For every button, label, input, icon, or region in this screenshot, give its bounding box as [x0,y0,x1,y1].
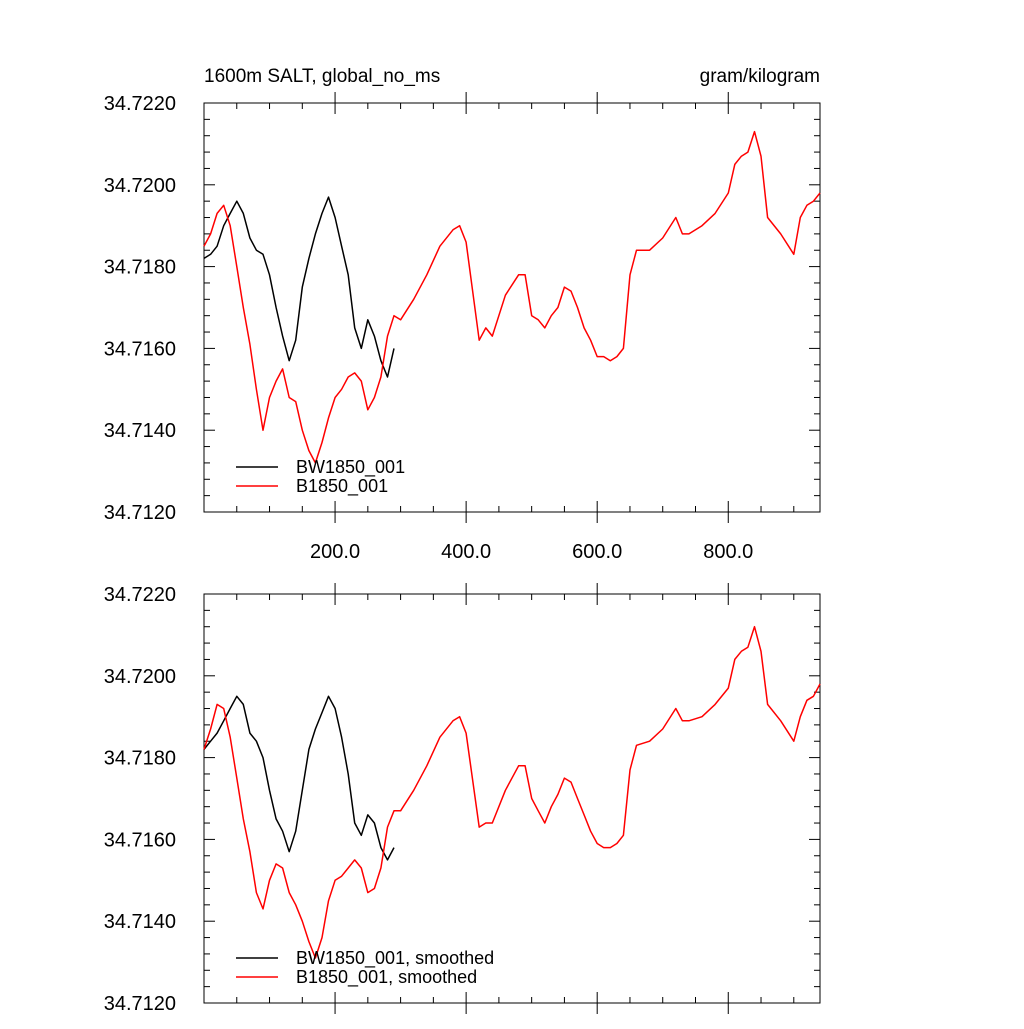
y-tick-label: 34.7140 [104,911,176,933]
plot-frame [203,102,821,513]
series-line-black [203,695,395,861]
x-tick-label: 400.0 [441,541,491,563]
x-tick-label: 600.0 [572,541,622,563]
plot-frame [203,593,821,1004]
legend-label: BW1850_001 [296,457,405,478]
y-tick-label: 34.7140 [104,420,176,442]
x-tick-label: 200.0 [310,541,360,563]
legend-label: B1850_001 [296,476,388,497]
chart-title: 1600m SALT, global_no_ms [204,66,440,87]
y-tick-label: 34.7200 [104,666,176,688]
y-tick-label: 34.7120 [104,993,176,1015]
y-tick-label: 34.7200 [104,175,176,197]
series-line-red [203,625,821,959]
y-tick-label: 34.7120 [104,502,176,524]
bottom-panel: 34.7120 34.7140 34.7160 34.7180 34.7200 34.72… [104,583,821,1015]
y-tick-label: 34.7180 [104,257,176,279]
y-tick-label: 34.7160 [104,338,176,360]
legend-label: BW1850_001, smoothed [296,948,494,969]
units-label: gram/kilogram [700,66,820,87]
legend-label: B1850_001, smoothed [296,967,477,988]
series-line-red [203,130,821,464]
y-tick-label: 34.7160 [104,829,176,851]
x-tick-label: 800.0 [703,541,753,563]
y-tick-label: 34.7220 [104,93,176,115]
y-tick-label: 34.7180 [104,748,176,770]
top-panel: 34.7120 34.7140 34.7160 34.7180 34.7200 34.72… [104,92,821,563]
y-tick-label: 34.7220 [104,584,176,606]
series-line-black [203,196,395,378]
